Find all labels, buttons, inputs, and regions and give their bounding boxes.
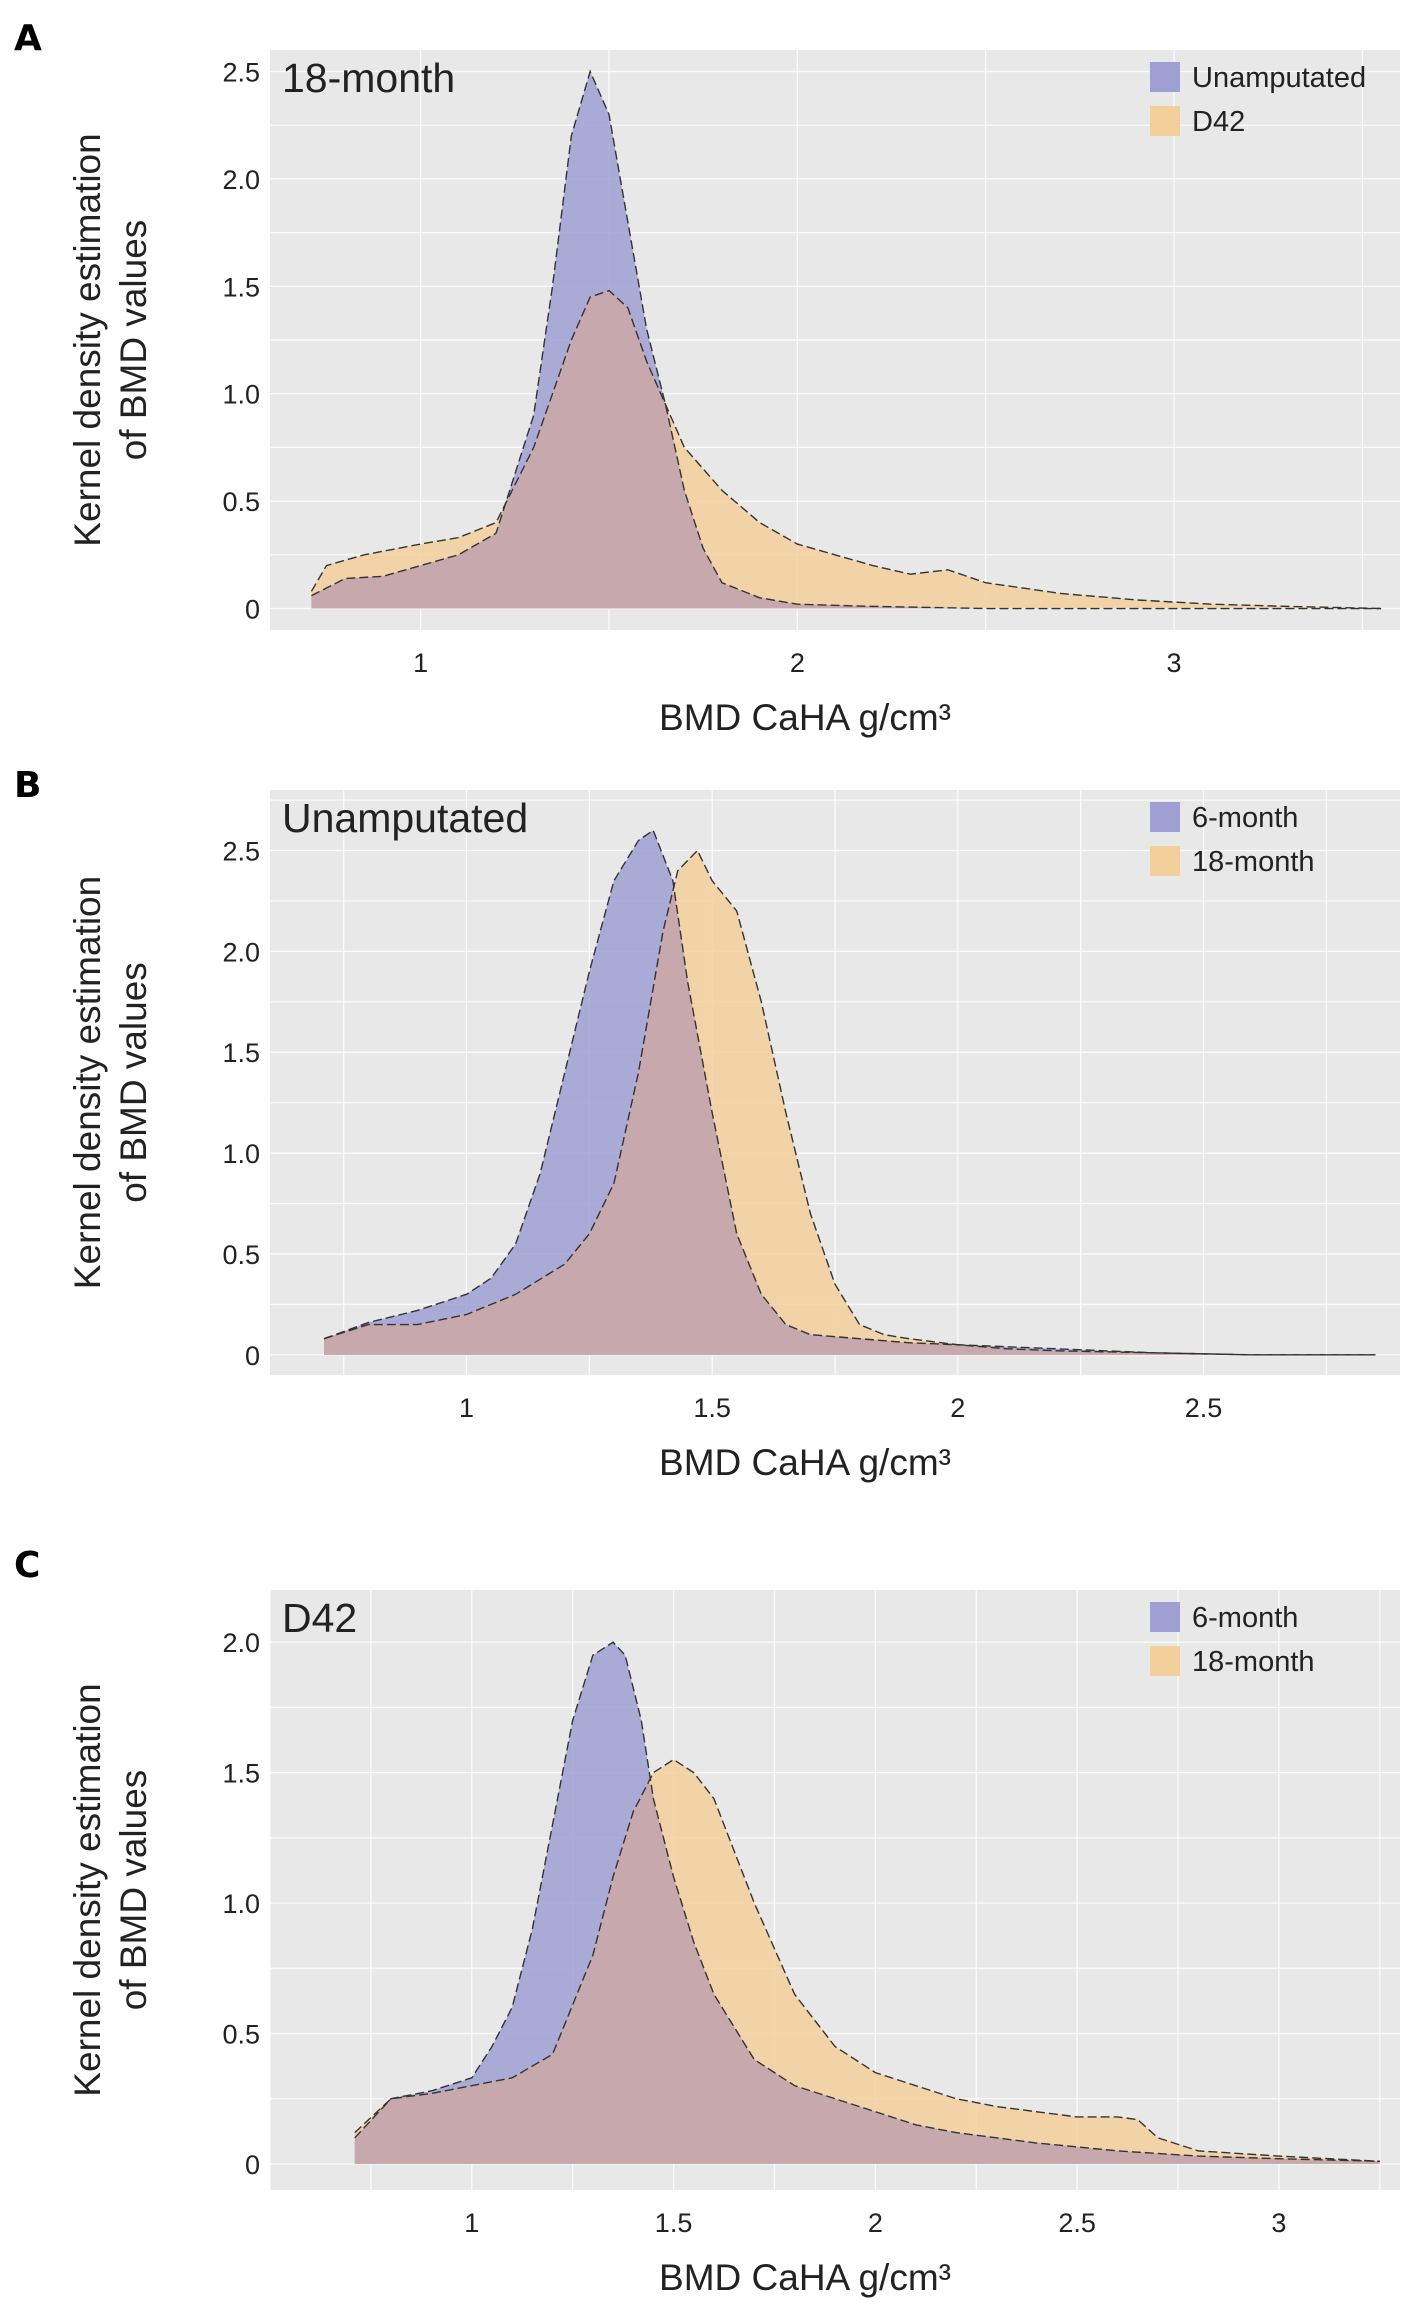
- x-axis-label: BMD CaHA g/cm³: [659, 1442, 951, 1483]
- legend-swatch: [1150, 1646, 1180, 1676]
- density-line-18-month: [354, 1758, 1380, 2163]
- panel-title: D42: [282, 1595, 357, 1641]
- panel-title: Unamputated: [282, 795, 528, 841]
- density-overlap-area: [354, 1781, 1380, 2164]
- y-tick-label: 0.5: [222, 487, 260, 517]
- x-tick-label: 3: [1166, 648, 1181, 678]
- density-line-unamputated: [311, 69, 1382, 610]
- chart-panel-a: 1 2 3 0 0.5 1.0 1.5 2.0 2.5 BMD CaHA g/cm³ Kernel …: [67, 50, 1400, 738]
- y-tick-label: 1.0: [222, 1889, 260, 1919]
- x-tick-label: 1: [459, 1393, 474, 1423]
- x-tick-label: 2: [950, 1393, 965, 1423]
- x-tick-label: 1.5: [655, 2208, 693, 2238]
- y-tick-label: 0: [245, 595, 260, 625]
- x-tick-label: 1: [413, 648, 428, 678]
- y-tick-label: 2.5: [222, 57, 260, 87]
- y-tick-label: 1.0: [222, 1139, 260, 1169]
- legend-label: 18-month: [1192, 846, 1315, 878]
- x-tick-label: 2: [868, 2208, 883, 2238]
- panel-letter: B: [14, 765, 42, 806]
- density-overlap-area: [311, 291, 1382, 609]
- legend-label: D42: [1192, 106, 1245, 138]
- y-axis-label-line: Kernel density estimation: [67, 133, 108, 546]
- x-tick-label: 1.5: [693, 1393, 731, 1423]
- y-tick-label: 0: [245, 2150, 260, 2180]
- legend-swatch: [1150, 106, 1180, 136]
- y-tick-label: 1.5: [222, 272, 260, 302]
- x-axis-label: BMD CaHA g/cm³: [659, 697, 951, 738]
- y-axis-label: Kernel density estimation of BMD values: [67, 1683, 154, 2096]
- legend-swatch: [1150, 1602, 1180, 1632]
- density-line-6-month: [354, 1641, 1380, 2163]
- x-tick-label: 2.5: [1185, 1393, 1223, 1423]
- density-overlap-area: [324, 891, 1376, 1355]
- y-axis-label-line: of BMD values: [113, 1770, 154, 2011]
- x-tick-label: 2.5: [1058, 2208, 1096, 2238]
- y-tick-label: 2.0: [222, 937, 260, 967]
- y-axis-label: Kernel density estimation of BMD values: [67, 133, 154, 546]
- y-axis-label-line: Kernel density estimation: [67, 876, 108, 1289]
- density-line-d42: [310, 289, 1382, 610]
- legend-swatch: [1150, 802, 1180, 832]
- x-tick-label: 3: [1271, 2208, 1286, 2238]
- y-tick-label: 1.0: [222, 380, 260, 410]
- y-tick-label: 1.5: [222, 1038, 260, 1068]
- legend-label: 18-month: [1192, 1646, 1315, 1678]
- legend-label: Unamputated: [1192, 62, 1366, 94]
- y-axis-label-line: of BMD values: [113, 962, 154, 1203]
- y-tick-label: 0.5: [222, 2019, 260, 2049]
- panel-title: 18-month: [282, 55, 455, 101]
- x-tick-label: 2: [790, 648, 805, 678]
- density-area-6-month: [324, 830, 1376, 1355]
- panel-letter: C: [14, 1545, 41, 1586]
- y-axis-label-line: Kernel density estimation: [67, 1683, 108, 2096]
- y-axis-label: Kernel density estimation of BMD values: [67, 876, 154, 1289]
- y-tick-label: 1.5: [222, 1759, 260, 1789]
- y-tick-label: 0.5: [222, 1240, 260, 1270]
- y-tick-label: 2.5: [222, 837, 260, 867]
- legend-label: 6-month: [1192, 802, 1298, 834]
- panel-letter: A: [14, 18, 42, 59]
- x-tick-label: 1: [464, 2208, 479, 2238]
- y-axis-label-line: of BMD values: [113, 220, 154, 461]
- y-tick-label: 0: [245, 1341, 260, 1371]
- chart-panel-c: 1 1.5 2 2.5 3 0 0.5 1.0 1.5 2.0 BMD CaHA g/cm³ Kern…: [67, 1590, 1400, 2298]
- density-line-18-month: [323, 849, 1376, 1356]
- legend-label: 6-month: [1192, 1602, 1298, 1634]
- chart-panel-b: 1 1.5 2 2.5 0 0.5 1.0 1.5 2.0 2.5 BMD CaHA g/cm³ Ke…: [67, 790, 1400, 1483]
- y-tick-label: 2.0: [222, 1628, 260, 1658]
- legend-swatch: [1150, 62, 1180, 92]
- density-line-6-month: [323, 829, 1376, 1356]
- legend-swatch: [1150, 846, 1180, 876]
- x-axis-label: BMD CaHA g/cm³: [659, 2257, 951, 2298]
- y-tick-label: 2.0: [222, 165, 260, 195]
